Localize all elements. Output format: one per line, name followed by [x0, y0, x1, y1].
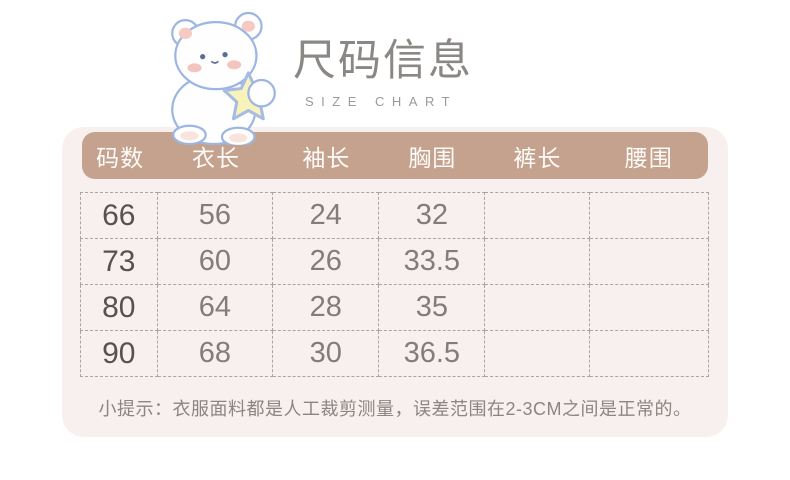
size-cell: 33.5: [378, 238, 486, 285]
size-cell: [484, 192, 591, 239]
size-cell: 68: [156, 330, 274, 377]
column-header-size: 码数: [96, 144, 145, 171]
size-cell: 66: [80, 192, 158, 239]
measurement-note: 小提示：衣服面料都是人工裁剪测量，误差范围在2-3CM之间是正常的。: [98, 399, 692, 419]
column-header-sleeve-length: 袖长: [302, 144, 351, 171]
column-header-garment-length: 衣长: [191, 144, 240, 171]
size-chart-header-section: 尺码信息 SIZE CHART: [0, 0, 790, 145]
column-header-chest: 胸围: [408, 144, 457, 171]
size-cell: [484, 330, 591, 377]
size-cell: 30: [272, 330, 380, 377]
size-cell: 32: [378, 192, 486, 239]
size-cell: 24: [272, 192, 380, 239]
table-row: 66 56 24 32: [80, 192, 709, 239]
size-cell: [484, 284, 591, 331]
column-header-pants-length: 裤长: [513, 144, 562, 171]
page-subtitle: SIZE CHART: [305, 94, 458, 109]
page-title: 尺码信息: [293, 37, 473, 85]
bear-holding-star-icon: [171, 11, 276, 145]
size-cell: [589, 238, 709, 285]
size-cell: 60: [156, 238, 274, 285]
size-cell: 28: [272, 284, 380, 331]
size-table: 66 56 24 32 73 60 26 33.5 80 64 28 35: [80, 192, 709, 377]
table-row: 90 68 30 36.5: [80, 330, 709, 377]
size-cell: [589, 192, 709, 239]
size-cell: 56: [156, 192, 274, 239]
size-cell: [589, 330, 709, 377]
table-row: 73 60 26 33.5: [80, 238, 709, 285]
size-cell: 35: [378, 284, 486, 331]
bear-ear-inner: [178, 27, 193, 39]
table-row: 80 64 28 35: [80, 284, 709, 331]
size-cell: 26: [272, 238, 380, 285]
size-cell: 64: [156, 284, 274, 331]
bear-ear-inner: [241, 20, 255, 32]
size-cell: 80: [80, 284, 158, 331]
size-cell: 36.5: [378, 330, 486, 377]
size-chart-card: 码数 衣长 袖长 胸围 裤长 腰围 66 56 24 32 73 60 26 3…: [62, 127, 728, 437]
size-cell: 90: [80, 330, 158, 377]
table-header-row: 码数 衣长 袖长 胸围 裤长 腰围: [82, 132, 708, 179]
size-cell: [589, 284, 709, 331]
size-cell: 73: [80, 238, 158, 285]
column-header-waist: 腰围: [624, 144, 673, 171]
size-cell: [484, 238, 591, 285]
